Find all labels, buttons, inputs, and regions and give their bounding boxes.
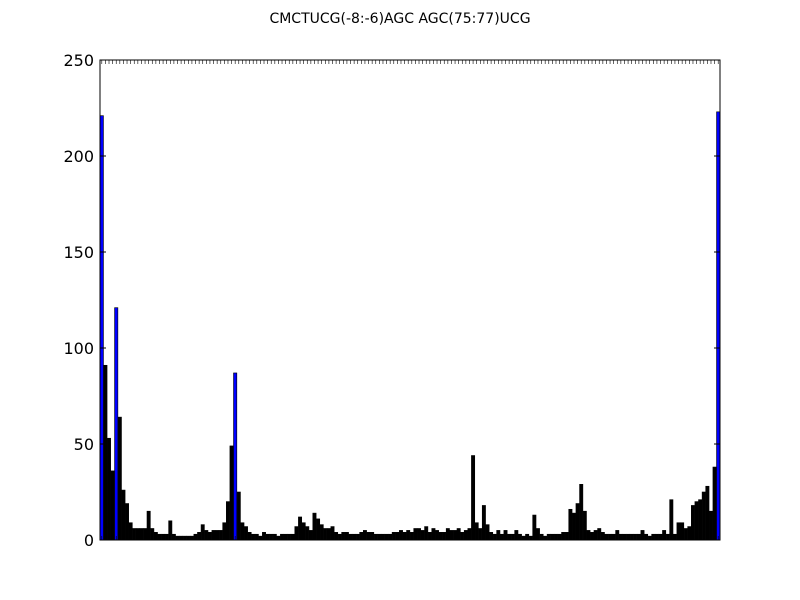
bar — [568, 508, 573, 541]
y-ticks-group: 0 50 100 150 200 250 — [63, 51, 720, 550]
bar — [107, 437, 111, 541]
y-tick-label: 250 — [63, 51, 94, 70]
bar — [236, 491, 241, 541]
bar — [669, 499, 674, 541]
bar — [312, 512, 317, 541]
y-tick-label: 50 — [74, 435, 94, 454]
bar — [691, 505, 695, 541]
bar — [146, 510, 151, 541]
bar — [575, 503, 580, 541]
bar — [582, 510, 587, 541]
y-tick-label: 200 — [63, 147, 94, 166]
y-tick-label: 150 — [63, 243, 94, 262]
bar — [709, 510, 713, 541]
bar — [712, 466, 717, 541]
bar — [117, 416, 122, 541]
x-ticks-group — [101, 60, 719, 540]
bar — [694, 501, 699, 541]
bar — [110, 470, 115, 541]
bar — [701, 491, 706, 541]
bar — [114, 307, 119, 541]
bar — [233, 372, 238, 541]
y-tick-label: 100 — [63, 339, 94, 358]
bar — [579, 484, 584, 541]
bar — [705, 485, 710, 541]
bar — [125, 503, 129, 541]
bar — [716, 111, 721, 541]
bars-group — [99, 111, 721, 541]
bar — [226, 501, 230, 541]
bar — [481, 505, 486, 541]
bar — [121, 489, 126, 541]
bar — [471, 455, 476, 541]
chart-title: CMCTUCG(-8:-6)AGC AGC(75:77)UCG — [269, 11, 530, 27]
bar — [99, 115, 104, 541]
bar — [572, 512, 576, 541]
bar — [103, 364, 108, 541]
bar — [229, 445, 234, 541]
y-tick-label: 0 — [84, 531, 94, 550]
bar — [698, 499, 703, 541]
plot-frame — [99, 59, 721, 541]
